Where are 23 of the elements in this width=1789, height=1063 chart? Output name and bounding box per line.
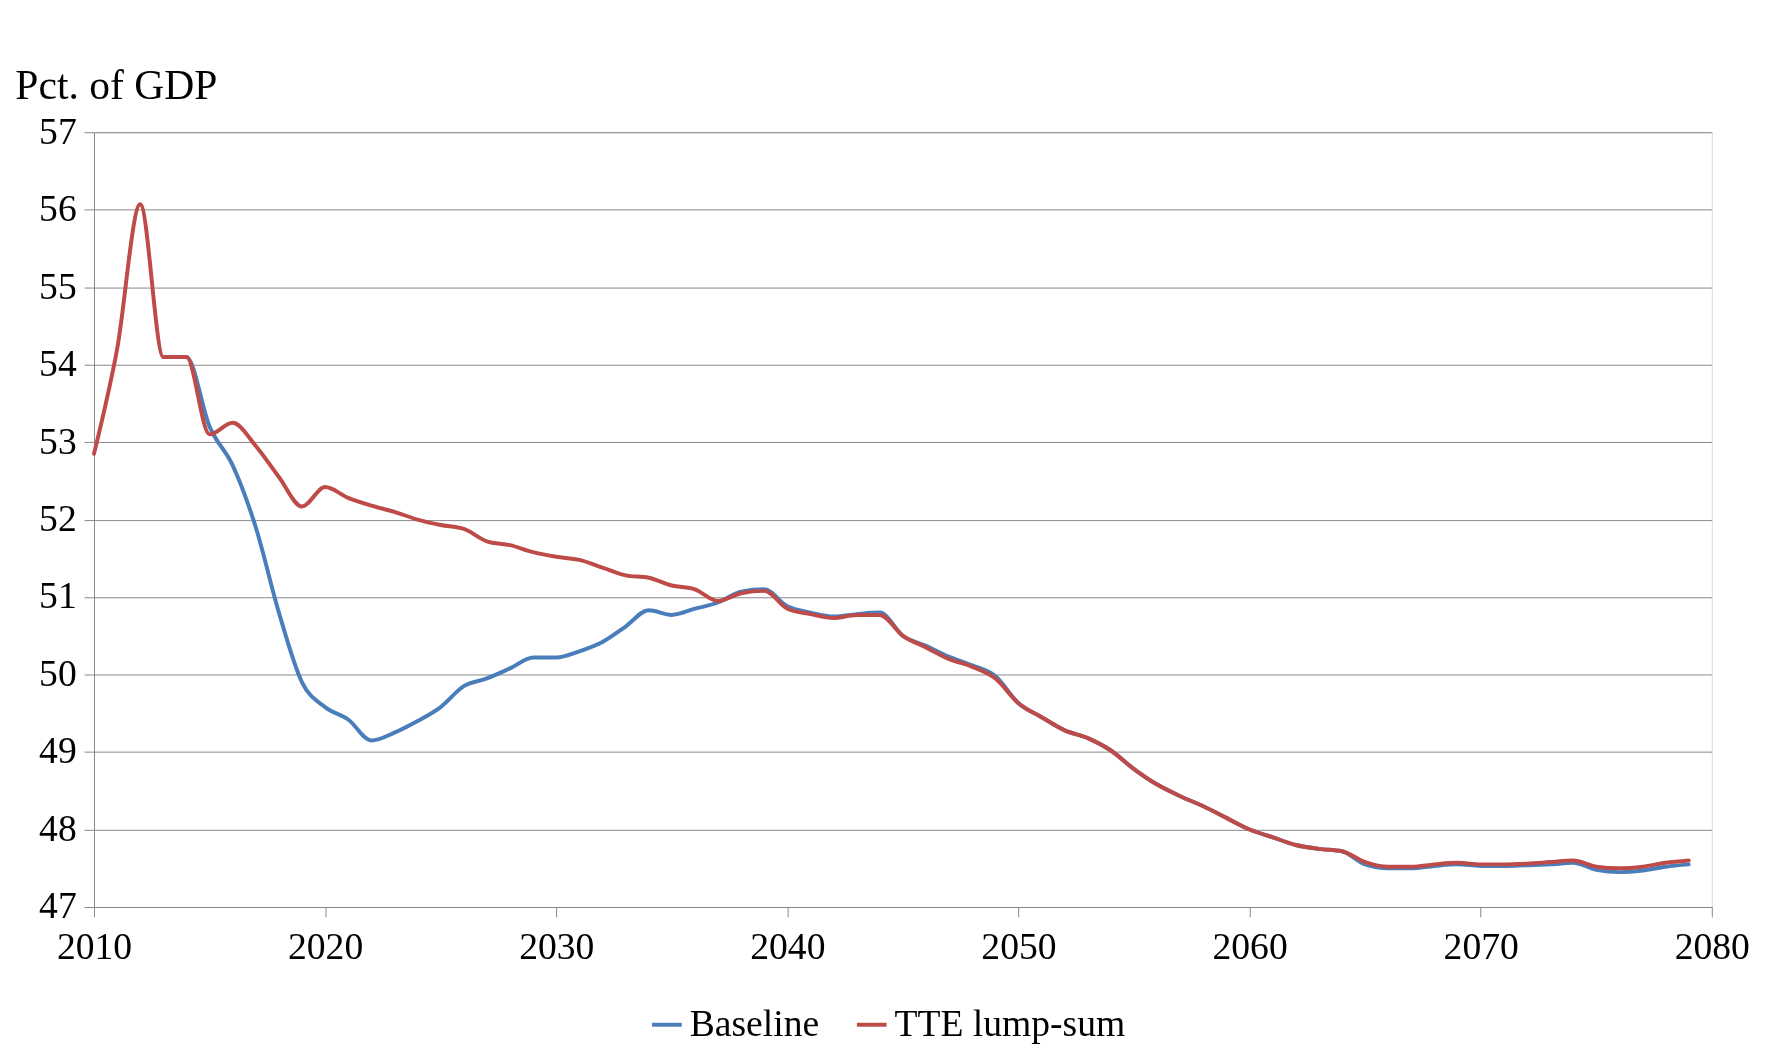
y-tick-label: 49 xyxy=(39,729,77,772)
x-tick-label: 2070 xyxy=(1443,924,1519,967)
y-tick-label: 53 xyxy=(39,419,77,462)
y-tick-label: 47 xyxy=(39,884,77,927)
legend-label: TTE lump-sum xyxy=(894,1001,1126,1044)
y-axis-title: Pct. of GDP xyxy=(15,62,218,109)
line-series xyxy=(92,202,1691,871)
x-tick-label: 2040 xyxy=(750,924,826,967)
x-tick-label: 2020 xyxy=(288,924,364,967)
y-tick-label: 55 xyxy=(39,264,77,307)
x-tick-label: 2050 xyxy=(981,924,1057,967)
x-tick-label: 2010 xyxy=(56,924,133,967)
y-tick-label: 48 xyxy=(39,806,77,849)
y-tick-label: 56 xyxy=(39,187,77,230)
y-tick-label: 57 xyxy=(39,109,77,152)
y-tick-label: 50 xyxy=(39,651,77,694)
legend-label: Baseline xyxy=(689,1001,820,1044)
y-tick-label: 52 xyxy=(39,496,77,539)
y-tick-label: 51 xyxy=(39,574,77,617)
x-tick-label: 2030 xyxy=(519,924,595,967)
y-tick-label: 54 xyxy=(39,342,77,385)
x-tick-label: 2060 xyxy=(1212,924,1288,967)
x-tick-label: 2080 xyxy=(1674,924,1750,967)
